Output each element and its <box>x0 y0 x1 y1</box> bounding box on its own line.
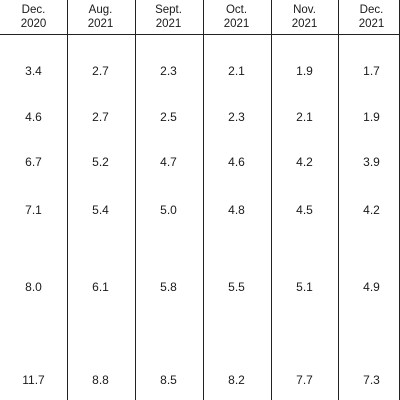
column-header: Oct. 2021 <box>203 3 270 31</box>
table-cell: 2.1 <box>296 110 313 124</box>
table-cell: 5.5 <box>228 280 245 294</box>
column-header-year: 2021 <box>223 18 250 30</box>
table-cell: 5.4 <box>92 203 109 217</box>
table-cell: 3.9 <box>363 155 380 169</box>
table-cell: 2.7 <box>92 110 109 124</box>
table-cell: 5.0 <box>160 203 177 217</box>
table-cell: 6.1 <box>92 280 109 294</box>
table-cell: 1.7 <box>363 64 380 78</box>
table-cell: 4.8 <box>228 203 245 217</box>
column-header-month: Nov. <box>293 4 316 16</box>
column-header-year: 2021 <box>155 18 182 30</box>
table-cell: 8.2 <box>228 373 245 387</box>
column-header: Dec. 2020 <box>0 3 67 31</box>
table-cell: 8.8 <box>92 373 109 387</box>
column-divider <box>271 0 272 400</box>
table-cell: 4.7 <box>160 155 177 169</box>
table-cell: 7.3 <box>363 373 380 387</box>
table-cell: 7.1 <box>25 203 42 217</box>
table-cell: 8.0 <box>25 280 42 294</box>
column-divider <box>338 0 339 400</box>
column-divider <box>67 0 68 400</box>
table-cell: 4.2 <box>363 203 380 217</box>
column-header-year: 2021 <box>291 18 318 30</box>
column-header-month: Sept. <box>155 4 182 16</box>
table-cell: 8.5 <box>160 373 177 387</box>
column-header-month: Oct. <box>225 4 248 16</box>
table-cell: 2.5 <box>160 110 177 124</box>
column-header: Sept. 2021 <box>135 3 202 31</box>
table-cell: 3.4 <box>25 64 42 78</box>
table-cell: 2.3 <box>228 110 245 124</box>
column-header-year: 2021 <box>358 18 385 30</box>
table-cell: 4.9 <box>363 280 380 294</box>
column-header-month: Aug. <box>88 4 113 16</box>
column-header-year: 2021 <box>87 18 114 30</box>
table-cell: 2.7 <box>92 64 109 78</box>
column-header-month: Dec. <box>21 4 46 16</box>
column-header: Aug. 2021 <box>67 3 134 31</box>
column-header-year: 2020 <box>20 18 47 30</box>
table-cell: 7.7 <box>296 373 313 387</box>
table-cell: 4.2 <box>296 155 313 169</box>
table-cell: 1.9 <box>363 110 380 124</box>
column-header: Nov. 2021 <box>271 3 338 31</box>
table-cell: 4.6 <box>25 110 42 124</box>
column-header-month: Dec. <box>359 4 384 16</box>
column-header: Dec. 2021 <box>338 3 400 31</box>
table-cell: 5.1 <box>296 280 313 294</box>
table-cell: 5.8 <box>160 280 177 294</box>
table-cell: 5.2 <box>92 155 109 169</box>
column-divider <box>135 0 136 400</box>
table-cell: 11.7 <box>22 373 45 387</box>
table-cell: 1.9 <box>296 64 313 78</box>
table-cell: 6.7 <box>25 155 42 169</box>
table-cell: 2.3 <box>160 64 177 78</box>
header-rule <box>0 34 400 35</box>
table-cell: 2.1 <box>228 64 245 78</box>
column-divider <box>203 0 204 400</box>
table-cell: 4.6 <box>228 155 245 169</box>
table-cell: 4.5 <box>296 203 313 217</box>
